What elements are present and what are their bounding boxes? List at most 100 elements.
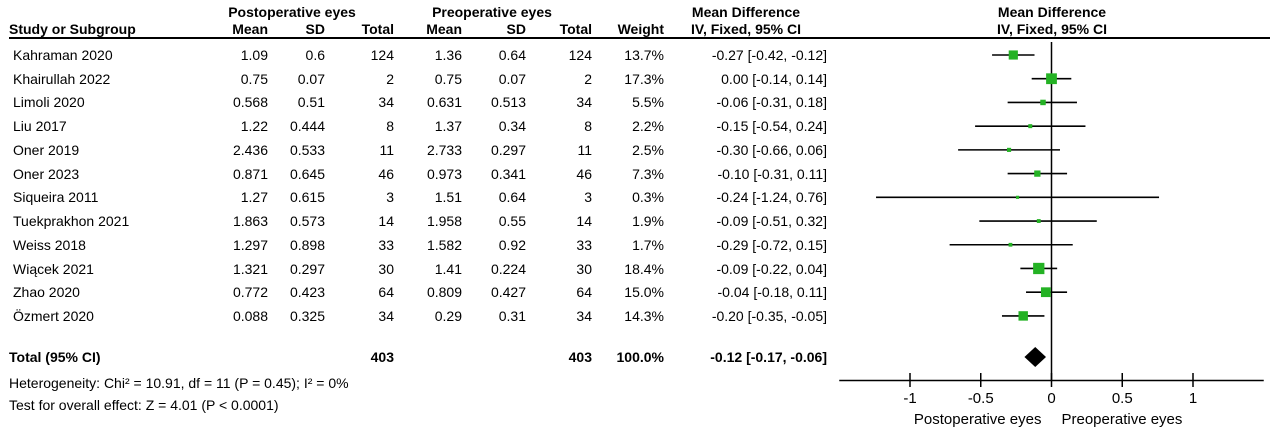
- study-n1: 34: [378, 307, 394, 324]
- study-md_label: -0.09 [-0.51, 0.32]: [716, 213, 827, 229]
- study-name: Khairullah 2022: [13, 70, 111, 87]
- study-sd1: 0.07: [297, 70, 325, 87]
- axis-left-label: Postoperative eyes: [914, 411, 1042, 428]
- study-mean2: 1.51: [434, 189, 462, 206]
- study-n1: 30: [378, 260, 394, 277]
- study-sd2: 0.92: [498, 236, 526, 253]
- col-header-total2: Total: [559, 21, 592, 37]
- x-tick-label: 0: [1047, 390, 1055, 407]
- study-n1: 34: [378, 94, 394, 111]
- study-weight: 5.5%: [632, 94, 664, 111]
- study-n1: 124: [370, 47, 394, 63]
- effect-marker: [1040, 99, 1046, 106]
- total-md: -0.12 [-0.17, -0.06]: [710, 349, 827, 365]
- x-tick-label: -1: [903, 390, 916, 407]
- study-md_label: -0.10 [-0.31, 0.11]: [717, 165, 827, 182]
- study-sd2: 0.07: [498, 70, 526, 87]
- study-mean2: 0.973: [426, 165, 462, 182]
- effect-marker: [1006, 147, 1012, 152]
- study-weight: 7.3%: [632, 165, 664, 182]
- study-md_label: -0.27 [-0.42, -0.12]: [711, 47, 827, 63]
- study-n2: 30: [576, 260, 592, 277]
- col-header-study: Study or Subgroup: [9, 21, 136, 37]
- effect-marker: [1033, 262, 1045, 275]
- study-sd1: 0.444: [289, 118, 325, 135]
- study-mean1: 1.09: [240, 47, 268, 63]
- heterogeneity-note: Heterogeneity: Chi² = 10.91, df = 11 (P …: [9, 375, 349, 391]
- study-name: Kahraman 2020: [13, 47, 113, 63]
- plot-column-subtitle: IV, Fixed, 95% CI: [997, 21, 1107, 37]
- study-sd2: 0.341: [490, 165, 526, 182]
- study-sd1: 0.325: [289, 307, 325, 324]
- study-sd1: 0.615: [289, 189, 325, 206]
- study-md_label: -0.20 [-0.35, -0.05]: [711, 307, 827, 324]
- plot-column-title: Mean Difference: [997, 4, 1107, 20]
- study-name: Liu 2017: [13, 118, 67, 135]
- study-n1: 2: [386, 70, 394, 87]
- study-md_label: -0.15 [-0.54, 0.24]: [716, 118, 827, 135]
- x-tick-label: 0.5: [1112, 390, 1133, 407]
- total-diamond: [1024, 347, 1047, 367]
- study-sd1: 0.423: [289, 284, 325, 301]
- study-mean1: 0.75: [240, 70, 268, 87]
- study-n1: 8: [386, 118, 394, 135]
- x-tick-label: -0.5: [968, 390, 994, 407]
- study-md_label: -0.06 [-0.31, 0.18]: [716, 94, 827, 111]
- study-md_label: -0.24 [-1.24, 0.76]: [716, 189, 827, 206]
- study-mean1: 1.321: [232, 260, 268, 277]
- study-n2: 124: [568, 47, 592, 63]
- study-mean2: 0.29: [434, 307, 462, 324]
- effect-marker: [1015, 195, 1020, 199]
- col-header-total1: Total: [361, 21, 394, 37]
- effect-marker: [1034, 170, 1041, 177]
- study-mean1: 0.772: [232, 284, 268, 301]
- study-n2: 34: [576, 94, 592, 111]
- study-n2: 46: [576, 165, 592, 182]
- study-sd2: 0.34: [498, 118, 526, 135]
- study-name: Limoli 2020: [13, 94, 85, 111]
- study-name: Özmert 2020: [13, 307, 94, 324]
- study-weight: 14.3%: [624, 307, 664, 324]
- study-sd1: 0.573: [289, 213, 325, 229]
- study-sd2: 0.64: [498, 189, 526, 206]
- study-n2: 11: [577, 141, 592, 158]
- study-n1: 14: [378, 213, 394, 229]
- effect-marker: [1040, 287, 1051, 298]
- study-n1: 64: [378, 284, 394, 301]
- study-sd2: 0.427: [490, 284, 526, 301]
- axis-right-label: Preoperative eyes: [1062, 411, 1183, 428]
- study-sd2: 0.297: [490, 141, 526, 158]
- study-weight: 2.5%: [632, 141, 664, 158]
- study-mean1: 1.863: [232, 213, 268, 229]
- study-md_label: -0.30 [-0.66, 0.06]: [716, 141, 827, 158]
- study-mean2: 1.36: [434, 47, 462, 63]
- total-label: Total (95% CI): [9, 349, 101, 365]
- study-name: Weiss 2018: [13, 236, 86, 253]
- study-sd2: 0.224: [490, 260, 526, 277]
- effect-marker: [1008, 242, 1013, 247]
- col-header-mean2: Mean: [426, 21, 462, 37]
- study-weight: 17.3%: [624, 70, 664, 87]
- study-sd2: 0.31: [498, 307, 526, 324]
- study-mean1: 1.22: [240, 118, 268, 135]
- study-sd1: 0.645: [289, 165, 325, 182]
- study-sd1: 0.51: [297, 94, 325, 111]
- header-underline: [9, 37, 1270, 39]
- study-name: Wiącek 2021: [13, 260, 94, 277]
- col-header-sd1: SD: [305, 21, 325, 37]
- study-mean2: 0.809: [426, 284, 462, 301]
- study-weight: 15.0%: [624, 284, 664, 301]
- group-header-postoperative: Postoperative eyes: [228, 4, 356, 20]
- study-sd2: 0.64: [498, 47, 526, 63]
- study-n2: 8: [584, 118, 592, 135]
- study-weight: 13.7%: [624, 47, 664, 63]
- effect-marker: [1008, 50, 1018, 60]
- study-sd2: 0.55: [498, 213, 526, 229]
- study-sd1: 0.297: [289, 260, 325, 277]
- study-n1: 11: [379, 141, 394, 158]
- study-md_label: -0.29 [-0.72, 0.15]: [716, 236, 827, 253]
- study-weight: 1.9%: [632, 213, 664, 229]
- study-md_label: 0.00 [-0.14, 0.14]: [721, 70, 827, 87]
